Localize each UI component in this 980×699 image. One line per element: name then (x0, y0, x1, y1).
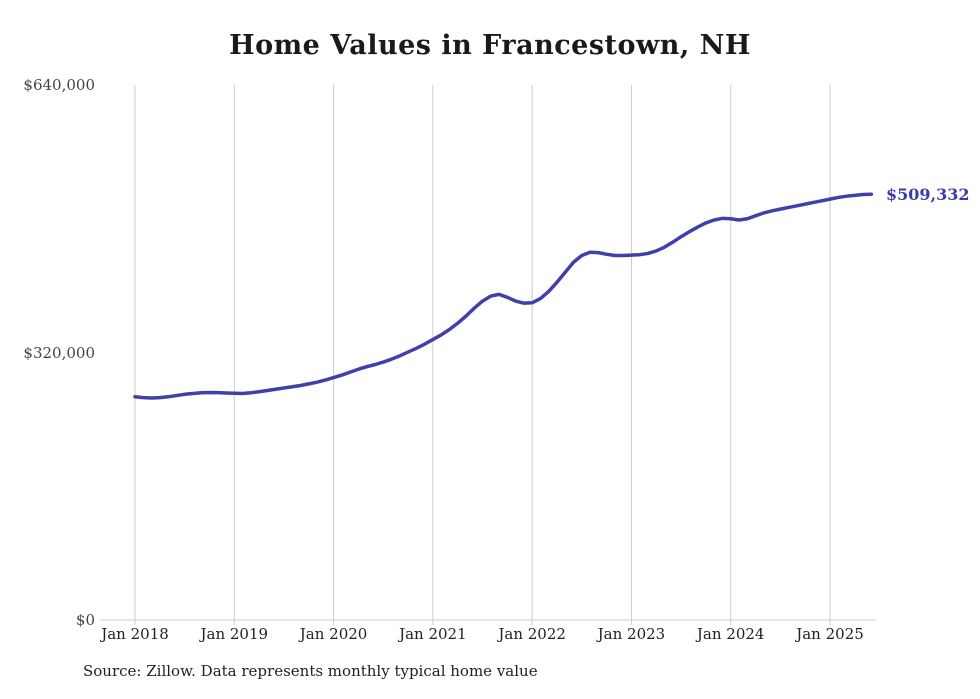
x-axis-label: Jan 2025 (796, 625, 864, 643)
home-value-line (133, 192, 874, 400)
x-axis (100, 619, 877, 625)
y-axis-label-320000: $320,000 (23, 344, 95, 362)
y-axis-label-640000: $640,000 (23, 76, 95, 94)
x-axis-label: Jan 2018 (101, 625, 169, 643)
x-axis-label: Jan 2019 (200, 625, 269, 643)
y-axis-label-0: $0 (75, 611, 95, 629)
x-axis-label: Jan 2024 (696, 625, 765, 643)
gridlines (134, 85, 831, 620)
end-value-label: $509,332 (886, 185, 970, 204)
x-axis-label: Jan 2023 (597, 625, 666, 643)
x-axis-label: Jan 2022 (498, 625, 566, 643)
chart-title: Home Values in Francestown, NH (229, 30, 751, 61)
line-series (133, 192, 874, 400)
x-axis-label: Jan 2021 (399, 625, 467, 643)
x-axis-label: Jan 2020 (299, 625, 368, 643)
source-note: Source: Zillow. Data represents monthly … (83, 662, 538, 680)
